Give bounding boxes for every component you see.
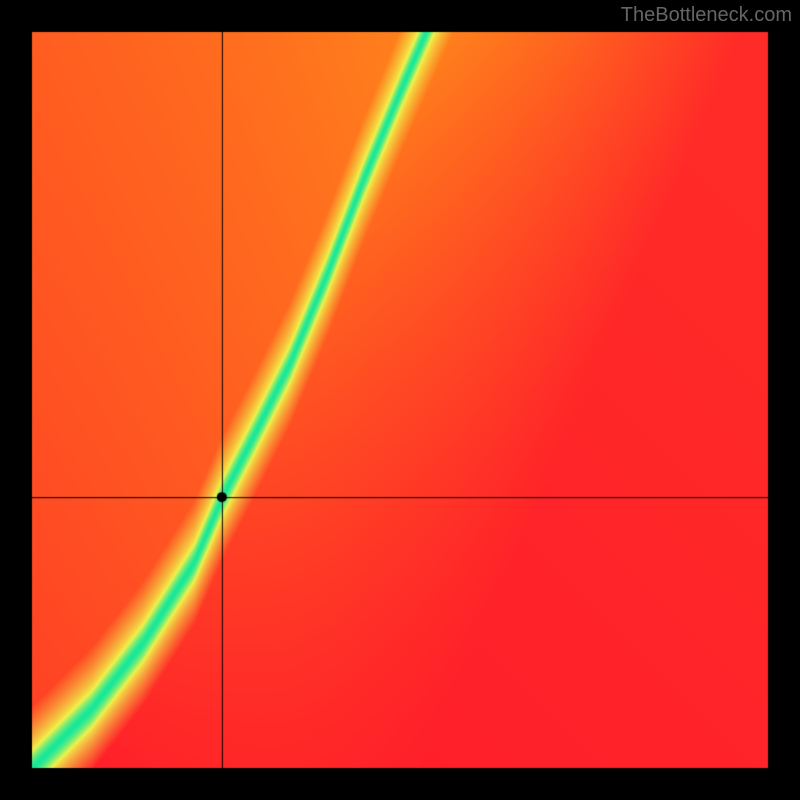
chart-container: TheBottleneck.com	[0, 0, 800, 800]
watermark-text: TheBottleneck.com	[621, 4, 792, 27]
heatmap-canvas	[0, 0, 800, 800]
